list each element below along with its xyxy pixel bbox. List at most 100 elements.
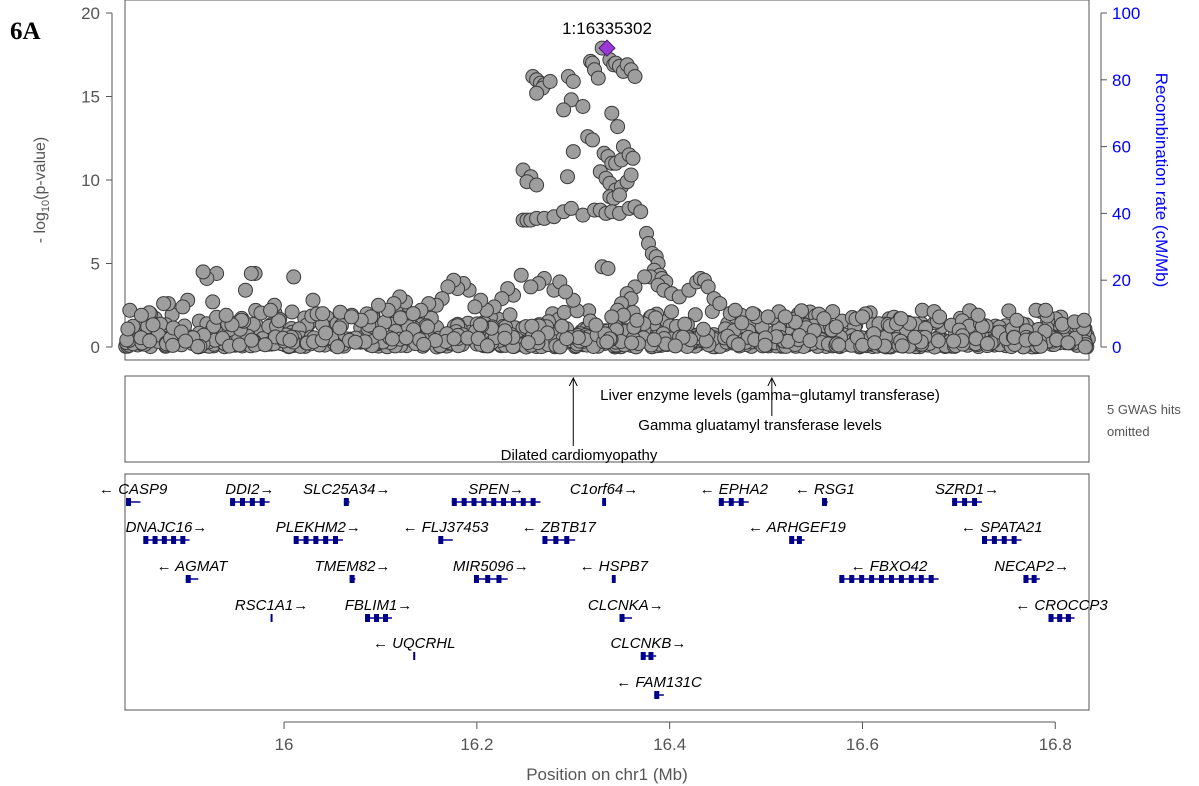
snp-point (238, 282, 253, 298)
gene-exon (619, 614, 625, 622)
gene-exon (239, 498, 245, 506)
gene-label: ← FLJ37453 (403, 519, 490, 536)
gene-label: ← ZBTB17 (522, 519, 597, 536)
snp-point (695, 321, 711, 337)
snp-point (831, 337, 847, 353)
gwas-catalog-panel-frame (124, 375, 1090, 463)
gene-exon (270, 614, 273, 622)
snp-point (1009, 312, 1025, 328)
snp-point (156, 296, 172, 312)
snp-point (627, 69, 643, 84)
snp-point (760, 309, 776, 325)
snp-point (344, 309, 359, 325)
snp-point (384, 331, 400, 347)
snp-point (305, 292, 321, 308)
snp-point (687, 307, 703, 323)
snp-point (1054, 316, 1070, 332)
gene-exon (611, 575, 616, 583)
snp-point (730, 337, 746, 353)
gene-label: SLC25A34→ (303, 481, 391, 498)
snp-point (623, 167, 639, 183)
gene-exon (789, 536, 795, 544)
gene-exon (249, 498, 255, 506)
gene-exon (849, 575, 855, 583)
snp-point (271, 313, 287, 329)
snp-point (1060, 335, 1076, 351)
gene-exon (654, 691, 660, 699)
right-tick-label: 0 (1112, 338, 1121, 357)
snp-point (1077, 339, 1093, 355)
gene-exon (313, 536, 319, 544)
snp-point (588, 317, 604, 333)
snp-point (590, 70, 606, 86)
gwas-note-line2: omitted (1107, 424, 1150, 439)
left-tick-label: 5 (91, 255, 100, 274)
x-tick-label: 16.4 (653, 735, 686, 754)
gene-exon (918, 575, 924, 583)
right-tick-label: 80 (1112, 71, 1131, 90)
snp-point (777, 309, 793, 325)
snp-point (479, 338, 495, 354)
snp-point (513, 267, 529, 283)
snp-point (178, 333, 194, 349)
gene-exon (648, 652, 654, 660)
gene-label: ← RSG1 (795, 481, 855, 498)
x-tick-label: 16 (275, 735, 294, 754)
snp-point (745, 306, 761, 322)
snp-point (575, 99, 591, 114)
gene-exon (738, 498, 744, 506)
snp-point (284, 304, 300, 320)
snp-point (257, 337, 273, 353)
right-tick-label: 100 (1112, 4, 1140, 23)
snp-point (520, 335, 536, 351)
gene-exon (171, 536, 177, 544)
gene-exon (542, 536, 548, 544)
gene-exon (303, 536, 309, 544)
gene-label: ← UQCRHL (373, 635, 456, 652)
gene-exon (718, 498, 724, 506)
snp-point (565, 74, 581, 89)
gene-exon (185, 575, 191, 583)
gene-exon (972, 498, 978, 506)
gene-exon (602, 498, 607, 506)
snp-point (712, 296, 728, 312)
snp-point (243, 266, 259, 281)
gene-exon (230, 498, 236, 506)
gene-exon (485, 575, 491, 583)
snp-point (1076, 312, 1092, 328)
gwas-annotation: Gamma gluatamyl transferase levels (638, 417, 881, 434)
snp-point (625, 150, 641, 166)
y-axis-label-left: - log10(p-value) (32, 137, 52, 244)
gene-exon (1001, 536, 1007, 544)
gene-label: ← EPHA2 (700, 481, 769, 498)
gene-exon (473, 575, 479, 583)
gene-exon (796, 536, 802, 544)
x-axis: 16 16.2 16.4 16.6 16.8 (275, 721, 1072, 754)
snp-point (542, 74, 558, 89)
gene-exon (991, 536, 997, 544)
snp-point (133, 307, 149, 323)
gene-exon (640, 652, 646, 660)
snp-point (946, 333, 962, 349)
gene-exon (349, 575, 355, 583)
gene-exon (1048, 614, 1054, 622)
snp-point (523, 279, 539, 295)
right-y-axis: 0 20 40 60 80 100 (1100, 4, 1140, 357)
gene-exon (152, 536, 158, 544)
snp-point (930, 333, 946, 349)
snp-point (524, 318, 540, 334)
gene-exon (1011, 536, 1017, 544)
gene-exon (496, 575, 502, 583)
left-y-axis: 0 5 10 15 20 (81, 4, 113, 357)
x-axis-label: Position on chr1 (Mb) (526, 765, 688, 784)
gene-track: ← CASP9 DDI2→ SLC25A34→ SPEN→ C1orf64→ ← EPHA… (99, 481, 1108, 699)
snp-point (529, 177, 545, 193)
snp-point (980, 336, 995, 352)
gene-exon (413, 652, 416, 660)
left-tick-label: 0 (91, 338, 100, 357)
snp-point (816, 311, 832, 327)
gene-label: CLCNKB→ (611, 635, 687, 652)
gene-label: MIR5096→ (453, 558, 529, 575)
snp-point (205, 294, 221, 310)
snp-point (497, 330, 513, 346)
